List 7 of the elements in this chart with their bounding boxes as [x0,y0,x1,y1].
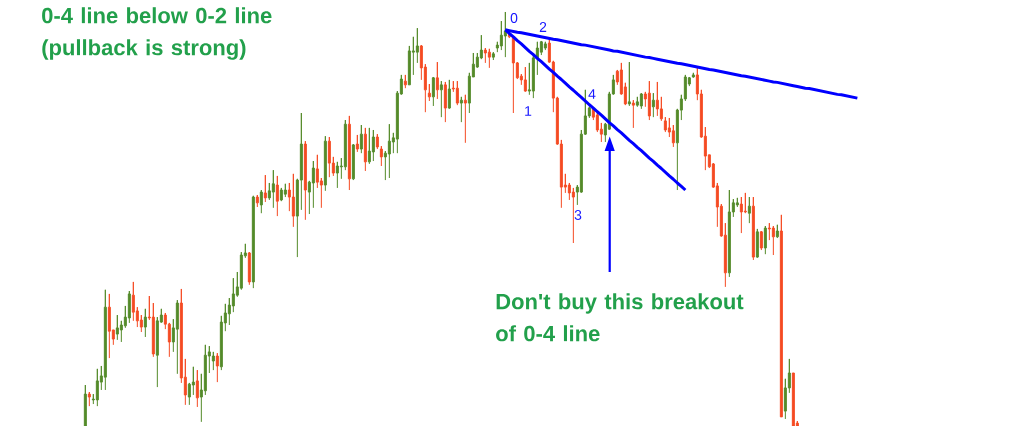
annotation: 0 [510,13,518,23]
annotation: 0-4 line below 0-2 line (pullback is strong) [42,7,272,60]
annotation: Don't buy this breakout of 0-4 line [496,293,744,342]
annotation: 1 [525,106,532,116]
annotation: 3 [574,210,582,220]
annotation: 4 [588,89,596,99]
annotation: 2 [539,22,547,32]
